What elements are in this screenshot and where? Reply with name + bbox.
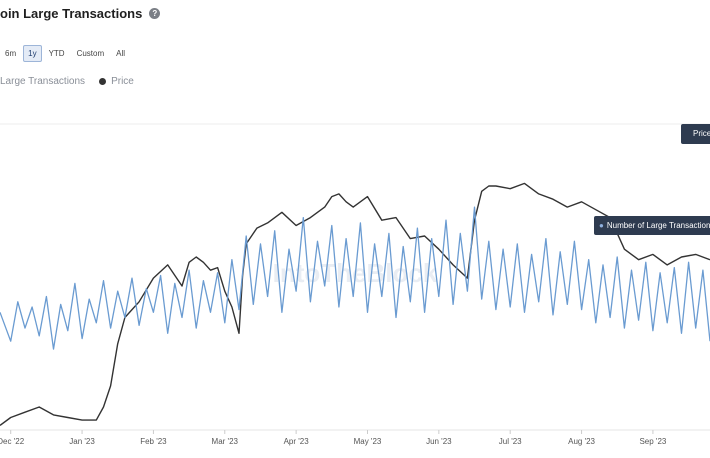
x-tick-label: May '23 xyxy=(354,437,382,446)
x-tick-label: Jun '23 xyxy=(426,437,452,446)
x-tick-label: Feb '23 xyxy=(140,437,167,446)
x-tick-label: Aug '23 xyxy=(568,437,595,446)
x-tick-label: Jul '23 xyxy=(499,437,522,446)
x-tick-label: Sep '23 xyxy=(639,437,666,446)
x-tick-label: Dec '22 xyxy=(0,437,25,446)
price-tooltip-label: Price xyxy=(693,129,710,138)
transactions-tooltip: ● Number of Large Transactions xyxy=(594,216,710,235)
x-tick-label: Apr '23 xyxy=(284,437,310,446)
transactions-tooltip-label: Number of Large Transactions xyxy=(607,221,710,230)
x-tick-label: Jan '23 xyxy=(69,437,95,446)
series-marker-icon: ● xyxy=(599,221,604,230)
x-tick-label: Mar '23 xyxy=(212,437,239,446)
price-tooltip: Price xyxy=(681,124,710,144)
